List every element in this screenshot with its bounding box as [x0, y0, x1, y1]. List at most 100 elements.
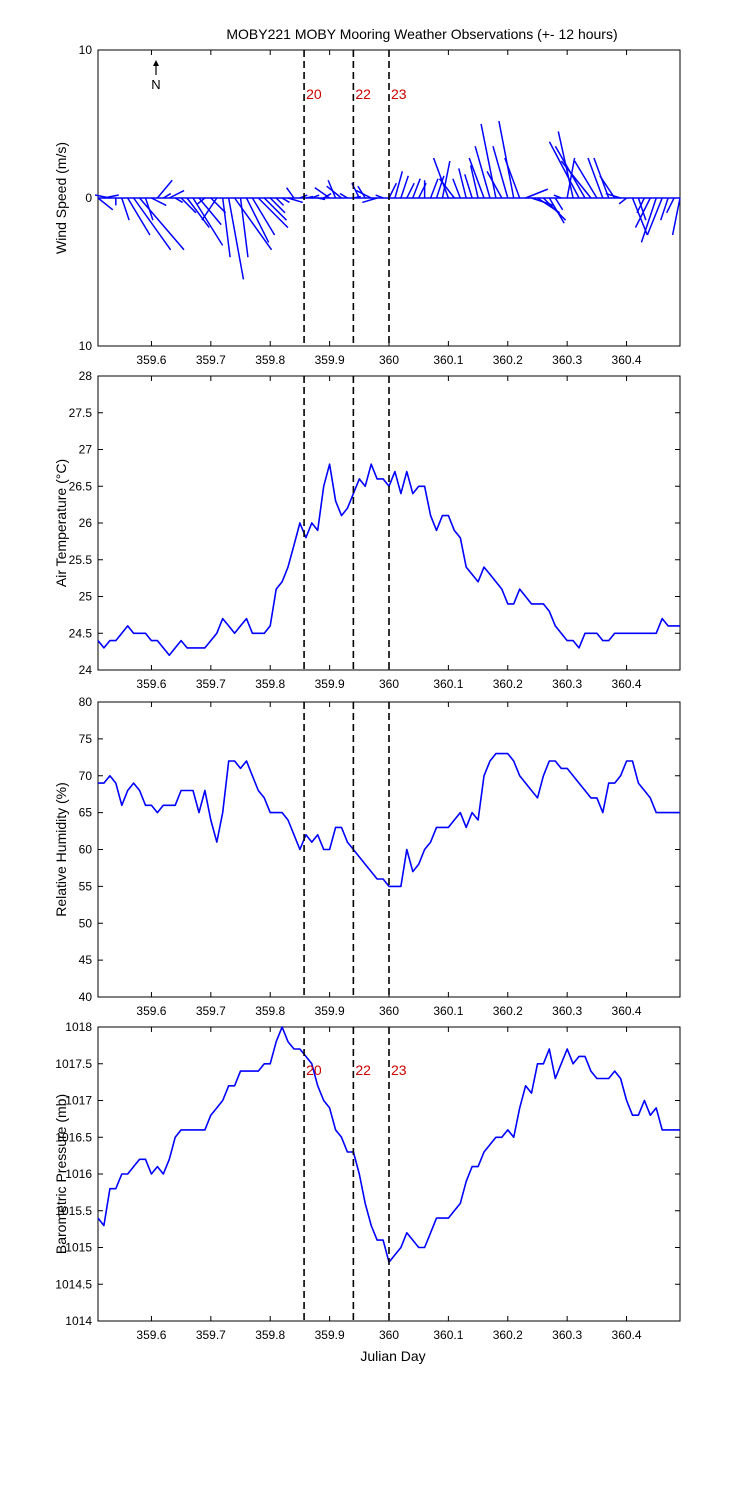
wind-stick: [474, 145, 491, 199]
x-tick-label: 360.1: [433, 1328, 463, 1342]
x-tick-label: 360.3: [552, 677, 582, 691]
y-tick-label: 27.5: [69, 406, 93, 420]
y-tick-label: 1017.5: [55, 1057, 92, 1071]
wind-stick: [636, 197, 646, 214]
wind-stick: [121, 197, 130, 221]
wind-stick: [637, 197, 647, 221]
wind-stick: [438, 178, 455, 199]
x-tick-label: 360.1: [433, 677, 463, 691]
wind-stick: [251, 197, 276, 236]
x-tick-label: 359.8: [255, 353, 285, 367]
wind-stick: [660, 197, 669, 221]
x-tick-label: 360.3: [552, 1328, 582, 1342]
panel-2: 24 24.5 25 25.5 26 26.5 27 27.5 28 359.6 359.7 359.…: [53, 369, 681, 691]
wind-stick: [233, 197, 273, 251]
wind-stick: [553, 194, 562, 199]
x-tick-label: 359.8: [255, 1004, 285, 1018]
marker-label: 20: [306, 1062, 322, 1078]
wind-stick: [631, 197, 648, 236]
y-tick-label: 27: [79, 443, 93, 457]
figure-title: MOBY221 MOBY Mooring Weather Observation…: [226, 26, 617, 42]
wind-stick: [151, 197, 167, 207]
y-tick-label: 26: [79, 516, 93, 530]
wind-stick: [356, 189, 372, 199]
x-tick-label: 360.4: [612, 1328, 642, 1342]
wind-stick: [339, 192, 348, 199]
y-tick-label: 60: [79, 843, 93, 857]
marker-label: 23: [391, 86, 407, 102]
y-tick-label: 50: [79, 916, 93, 930]
chart-panels: 10 0 10 359.6 359.7 359.8 359.9 360 360.1 360.2 36…: [53, 43, 681, 1342]
wind-stick: [311, 194, 320, 199]
wind-stick: [357, 185, 366, 199]
wind-stick: [492, 145, 509, 199]
wind-stick: [327, 179, 337, 199]
x-tick-label: 359.9: [315, 1004, 345, 1018]
wind-stick: [618, 197, 628, 205]
y-tick-label: 1014: [65, 1314, 92, 1328]
y-tick-label: 70: [79, 769, 93, 783]
wind-stick: [139, 197, 185, 251]
wind-stick: [458, 168, 467, 199]
x-tick-label: 359.6: [136, 1328, 166, 1342]
wind-stick: [174, 197, 183, 204]
x-tick-label: 360.3: [552, 353, 582, 367]
y-tick-label: 25.5: [69, 553, 93, 567]
wind-stick: [452, 178, 461, 199]
y-tick-label: 55: [79, 879, 93, 893]
wind-stick: [94, 194, 111, 199]
y-tick-label: 65: [79, 806, 93, 820]
x-tick-label: 359.7: [196, 353, 226, 367]
x-tick-label: 360.1: [433, 1004, 463, 1018]
marker-label: 20: [306, 86, 322, 102]
wind-stick: [285, 187, 295, 199]
wind-stick: [287, 197, 304, 204]
wind-stick: [587, 157, 604, 199]
x-tick-label: 360.2: [493, 353, 523, 367]
wind-stick: [469, 165, 479, 199]
y-axis-label: Wind Speed (m/s): [53, 142, 69, 254]
north-arrow-icon: [153, 60, 159, 66]
panel-3: 40 45 50 55 60 65 70 75 80 359.6 359.7 359.8 359.9 36…: [53, 695, 681, 1018]
wind-stick: [156, 179, 173, 199]
wind-stick: [599, 175, 616, 199]
x-tick-label: 360: [379, 1004, 399, 1018]
wind-stick: [665, 197, 675, 214]
y-tick-label: 75: [79, 732, 93, 746]
wind-stick: [560, 160, 592, 199]
y-tick-label: 1016: [65, 1167, 92, 1181]
x-tick-label: 359.8: [255, 677, 285, 691]
x-tick-label: 360.4: [612, 1004, 642, 1018]
wind-stick: [388, 182, 398, 199]
wind-stick: [239, 197, 249, 258]
wind-stick: [554, 197, 564, 211]
x-tick-label: 360.4: [612, 353, 642, 367]
wind-stick: [441, 160, 451, 199]
wind-stick: [353, 195, 361, 199]
y-tick-label: 80: [79, 695, 93, 709]
y-tick-label: 1015: [65, 1241, 92, 1255]
wind-stick: [435, 175, 445, 199]
wind-stick: [646, 197, 663, 236]
wind-stick: [406, 182, 415, 199]
x-tick-label: 360: [379, 353, 399, 367]
y-axis-label: Barometric Pressure (mb): [53, 1094, 69, 1254]
x-tick-label: 360.2: [493, 677, 523, 691]
y-axis-label: Air Temperature (°C): [53, 459, 69, 587]
y-tick-label: 1014.5: [55, 1277, 92, 1291]
y-tick-label: 28: [79, 369, 93, 383]
x-tick-label: 360.4: [612, 677, 642, 691]
wind-stick: [317, 197, 326, 201]
wind-stick: [221, 197, 231, 258]
y-tick-label: 25: [79, 590, 93, 604]
wind-stick: [574, 160, 598, 199]
wind-stick: [326, 185, 342, 199]
panel-4: 1014 1014.5 1015 1015.5 1016 1016.5 1017 1017.5…: [53, 1020, 681, 1342]
wind-stick: [504, 157, 521, 199]
wind-stick: [640, 197, 657, 243]
x-tick-label: 360: [379, 677, 399, 691]
wind-stick: [245, 197, 270, 243]
y-tick-label: 26.5: [69, 479, 93, 493]
wind-stick: [198, 197, 222, 226]
marker-label: 23: [391, 1062, 407, 1078]
